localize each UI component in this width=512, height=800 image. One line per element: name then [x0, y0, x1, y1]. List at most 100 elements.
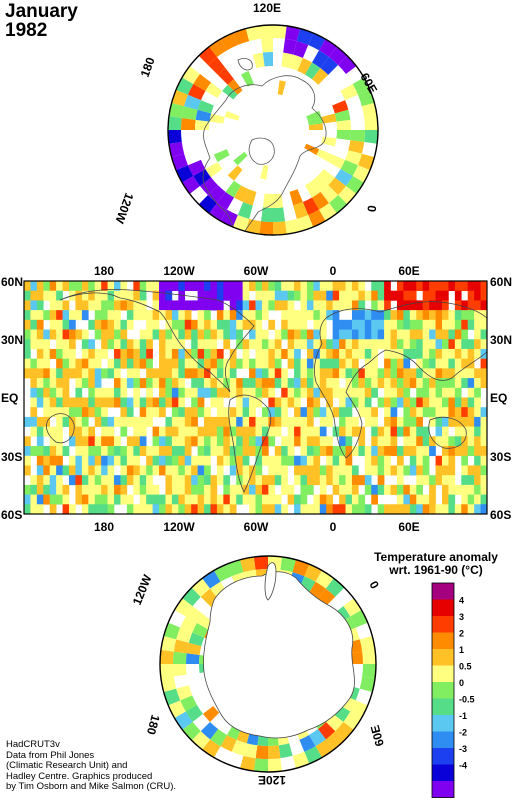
anomaly-cell	[75, 290, 83, 301]
anomaly-cell	[30, 504, 38, 514]
anomaly-cell	[62, 387, 70, 398]
anomaly-cell	[139, 475, 147, 486]
anomaly-cell	[49, 484, 57, 495]
anomaly-cell	[81, 348, 89, 359]
anomaly-cell	[94, 397, 102, 408]
anomaly-cell	[75, 378, 83, 389]
anomaly-cell	[429, 310, 436, 321]
anomaly-cell	[313, 329, 321, 340]
anomaly-cell	[371, 407, 378, 418]
anomaly-cell	[229, 378, 237, 389]
anomaly-cell	[197, 426, 205, 437]
anomaly-cell	[416, 339, 423, 350]
credit-line: Data from Phil Jones	[6, 749, 95, 761]
north-polar-anomaly-cells	[168, 25, 378, 235]
anomaly-cell	[114, 455, 121, 466]
anomaly-cell	[216, 378, 224, 389]
anomaly-cell	[339, 290, 346, 301]
anomaly-cell	[24, 310, 31, 321]
anomaly-cell	[416, 358, 423, 369]
anomaly-cell	[287, 348, 295, 359]
anomaly-cell	[197, 339, 205, 350]
anomaly-cell	[351, 310, 359, 321]
anomaly-cell	[403, 339, 411, 350]
anomaly-cell	[334, 169, 353, 187]
anomaly-cell	[114, 310, 121, 321]
anomaly-cell	[260, 38, 273, 53]
anomaly-cell	[133, 455, 141, 466]
anomaly-cell	[261, 378, 269, 389]
anomaly-cell	[480, 465, 487, 476]
anomaly-cell	[114, 484, 121, 495]
anomaly-cell	[159, 368, 166, 379]
anomaly-cell	[390, 426, 398, 437]
anomaly-cell	[441, 465, 449, 476]
anomaly-cell	[255, 446, 263, 457]
anomaly-cell	[409, 504, 417, 514]
anomaly-cell	[171, 339, 179, 350]
anomaly-cell	[287, 494, 295, 505]
anomaly-cell	[94, 494, 102, 505]
anomaly-cell	[216, 329, 224, 340]
anomaly-cell	[409, 319, 417, 330]
anomaly-cell	[281, 310, 288, 321]
world-anomaly-cells	[24, 281, 487, 514]
anomaly-cell	[216, 504, 224, 514]
anomaly-cell	[107, 329, 115, 340]
anomaly-cell	[139, 436, 147, 447]
anomaly-cell	[94, 387, 102, 398]
anomaly-cell	[281, 455, 288, 466]
anomaly-cell	[261, 475, 269, 486]
anomaly-cell	[441, 281, 449, 292]
anomaly-cell	[332, 465, 340, 476]
anomaly-cell	[422, 378, 430, 389]
anomaly-cell	[114, 387, 121, 398]
anomaly-cell	[287, 290, 295, 301]
anomaly-cell	[56, 348, 63, 359]
legend-tick-label: 0	[459, 678, 464, 688]
anomaly-cell	[364, 368, 372, 379]
anomaly-cell	[81, 484, 89, 495]
anomaly-cell	[461, 475, 469, 486]
anomaly-cell	[114, 397, 121, 408]
anomaly-cell	[43, 310, 51, 321]
anomaly-cell	[339, 407, 346, 418]
anomaly-cell	[403, 426, 411, 437]
anomaly-cell	[422, 504, 430, 514]
legend-tick-label: 4	[459, 596, 464, 606]
anomaly-cell	[480, 290, 487, 301]
anomaly-cell	[300, 436, 308, 447]
anomaly-cell	[306, 290, 314, 301]
anomaly-cell	[416, 310, 423, 321]
anomaly-cell	[416, 416, 423, 427]
anomaly-cell	[56, 397, 63, 408]
anomaly-cell	[409, 378, 417, 389]
anomaly-cell	[281, 504, 288, 514]
anomaly-cell	[448, 348, 456, 359]
anomaly-cell	[24, 358, 31, 369]
anomaly-cell	[210, 339, 218, 350]
anomaly-cell	[461, 426, 469, 437]
anomaly-cell	[371, 319, 378, 330]
anomaly-cell	[191, 378, 198, 389]
anomaly-cell	[409, 397, 417, 408]
anomaly-cell	[259, 221, 273, 235]
anomaly-cell	[474, 378, 481, 389]
anomaly-cell	[480, 436, 487, 447]
anomaly-cell	[178, 358, 186, 369]
anomaly-cell	[210, 329, 218, 340]
anomaly-cell	[377, 290, 385, 301]
anomaly-cell	[435, 378, 443, 389]
anomaly-cell	[429, 504, 436, 514]
anomaly-cell	[396, 300, 404, 311]
anomaly-cell	[390, 378, 398, 389]
world-top-label: 180	[94, 264, 114, 278]
anomaly-cell	[467, 300, 475, 311]
anomaly-cell	[36, 436, 44, 447]
anomaly-cell	[441, 504, 449, 514]
world-right-label: 30S	[490, 450, 511, 464]
anomaly-cell	[416, 348, 423, 359]
anomaly-cell	[242, 310, 250, 321]
anomaly-cell	[49, 310, 57, 321]
anomaly-cell	[120, 397, 128, 408]
